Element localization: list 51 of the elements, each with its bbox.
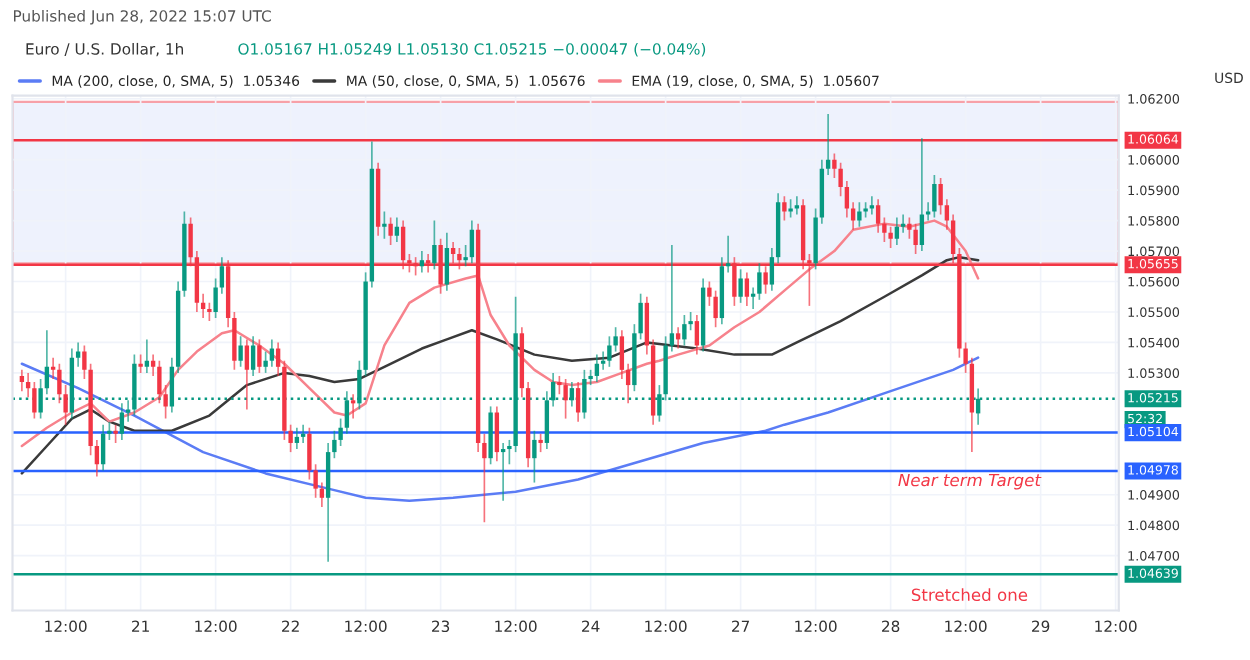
candlestick [207, 302, 212, 322]
candlestick [394, 216, 400, 243]
line-series [20, 255, 980, 475]
candlestick [138, 353, 143, 374]
candlestick [494, 405, 500, 463]
candlestick [500, 442, 506, 502]
candlestick [738, 268, 743, 304]
candlestick [857, 201, 862, 228]
candlestick [794, 195, 800, 216]
candlestick [913, 222, 918, 255]
candlestick [469, 219, 475, 265]
candlestick [744, 271, 750, 307]
candlestick [694, 314, 700, 356]
candlestick [919, 137, 925, 252]
candlestick [269, 338, 275, 368]
candlestick [382, 210, 387, 240]
candlestick [350, 393, 356, 420]
candlestick [388, 216, 393, 246]
candlestick [594, 353, 600, 383]
candlestick [782, 195, 787, 222]
candlestick [682, 314, 687, 347]
candlestick [119, 402, 125, 441]
candlestick [607, 335, 612, 368]
annotation: Near term Target [898, 473, 1042, 490]
annotation: Stretched one [911, 588, 1028, 602]
candlestick [325, 442, 331, 563]
candlestick [563, 378, 568, 420]
candlestick [757, 262, 762, 301]
candlestick [100, 423, 106, 472]
candlestick [32, 381, 37, 420]
candlestick [532, 429, 537, 484]
candlestick [432, 219, 437, 271]
candlestick [244, 338, 250, 411]
line-series [20, 356, 980, 503]
candlestick [869, 195, 875, 216]
candlestick [238, 335, 243, 368]
candlestick [257, 338, 262, 374]
candlestick [113, 423, 118, 444]
candlestick [575, 381, 581, 423]
candlestick [932, 174, 937, 219]
candlestick [875, 198, 881, 234]
candlestick [488, 405, 493, 466]
candlestick [250, 335, 256, 377]
line-series [20, 219, 980, 448]
candlestick [538, 432, 543, 453]
candlestick [300, 423, 306, 444]
candlestick [713, 289, 718, 329]
candlestick [894, 216, 900, 246]
candlestick [788, 198, 793, 219]
candlestick [888, 225, 893, 249]
candlestick [444, 231, 450, 292]
